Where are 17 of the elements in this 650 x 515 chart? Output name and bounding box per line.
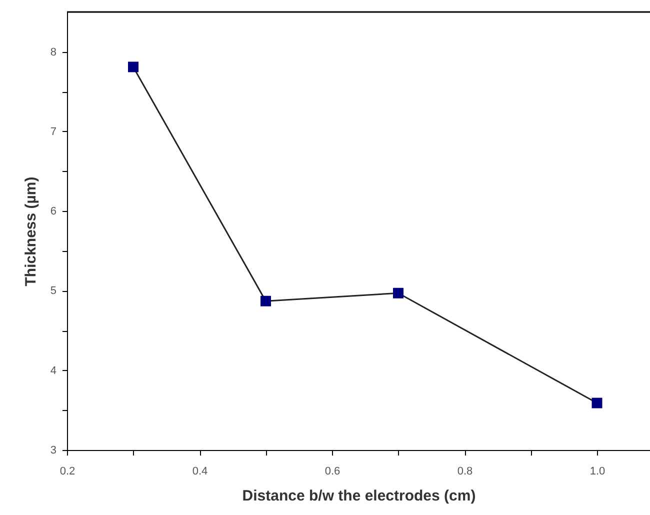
x-tick-label: 0.4 xyxy=(192,466,208,478)
point xyxy=(393,288,404,298)
x-tick-label: 1.0 xyxy=(590,466,606,478)
y-tick-label: 4 xyxy=(50,364,56,377)
y-tick-label: 7 xyxy=(50,126,56,138)
point xyxy=(128,62,138,72)
point xyxy=(592,398,602,408)
y-tick-label: 6 xyxy=(50,206,56,218)
y-tick-label: 3 xyxy=(50,444,56,456)
x-tick-label: 0.2 xyxy=(60,466,76,478)
x-tick-label: 0.6 xyxy=(324,466,340,478)
y-axis-title: Thickness (µm) xyxy=(22,176,40,286)
x-axis-title: Distance b/w the electrodes (cm) xyxy=(242,488,476,504)
y-tick-label: 8 xyxy=(50,46,56,58)
point xyxy=(260,296,271,306)
y-tick-label: 5 xyxy=(50,285,56,298)
x-tick-label: 0.8 xyxy=(457,466,473,478)
